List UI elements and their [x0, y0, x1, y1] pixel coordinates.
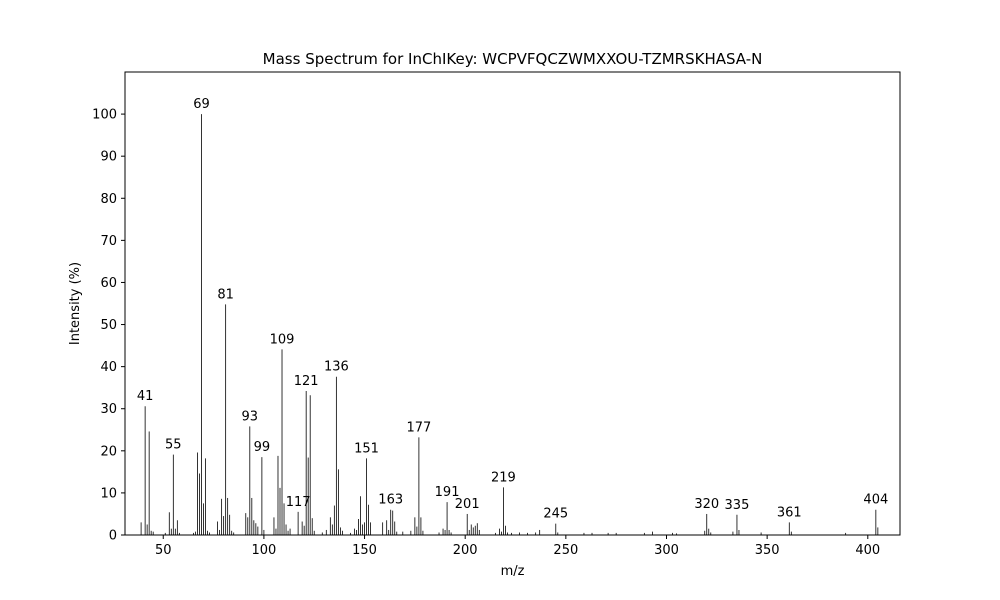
peak-label: 335 [725, 498, 750, 513]
peak-label: 55 [165, 438, 182, 453]
y-tick-label: 70 [100, 234, 117, 249]
x-tick-label: 250 [553, 543, 578, 558]
x-tick-label: 50 [155, 543, 172, 558]
y-tick-label: 20 [100, 444, 117, 459]
peak-label: 361 [777, 505, 802, 520]
spectrum-bars [140, 114, 879, 535]
peak-label: 93 [242, 409, 259, 424]
x-axis: 50 100 150 200 250 300 350 400 [155, 535, 880, 558]
y-tick-label: 50 [100, 318, 117, 333]
peak-label: 109 [270, 332, 295, 347]
plot-frame [124, 71, 901, 536]
chart-title: Mass Spectrum for InChIKey: WCPVFQCZWMXX… [263, 50, 763, 68]
x-axis-label: m/z [501, 564, 525, 579]
y-tick-label: 40 [100, 360, 117, 375]
peak-label: 41 [137, 389, 154, 404]
peak-label: 404 [863, 493, 888, 508]
peak-label: 245 [543, 507, 568, 522]
y-tick-label: 60 [100, 276, 117, 291]
peak-label: 163 [378, 493, 403, 508]
x-tick-label: 400 [855, 543, 880, 558]
peak-label: 151 [354, 441, 379, 456]
peak-label: 219 [491, 470, 516, 485]
peak-label: 201 [455, 497, 480, 512]
peak-label: 81 [217, 287, 234, 302]
x-tick-label: 350 [755, 543, 780, 558]
x-tick-label: 150 [352, 543, 377, 558]
peak-label: 136 [324, 360, 349, 375]
y-tick-label: 10 [100, 486, 117, 501]
peak-label: 99 [254, 440, 271, 455]
y-tick-label: 30 [100, 402, 117, 417]
y-tick-label: 0 [109, 529, 117, 544]
y-tick-label: 80 [100, 192, 117, 207]
peak-label: 177 [406, 420, 431, 435]
peak-label: 191 [435, 485, 460, 500]
y-tick-label: 90 [100, 150, 117, 165]
x-tick-label: 200 [453, 543, 478, 558]
peak-label: 121 [294, 374, 319, 389]
y-axis: 0 10 20 30 40 50 60 70 80 90 100 [92, 108, 125, 544]
y-axis-label: Intensity (%) [68, 262, 83, 345]
peak-label: 320 [694, 497, 719, 512]
peak-label: 117 [286, 495, 311, 510]
peak-label: 69 [193, 97, 210, 112]
y-tick-label: 100 [92, 108, 117, 123]
x-tick-label: 300 [654, 543, 679, 558]
x-tick-label: 100 [251, 543, 276, 558]
